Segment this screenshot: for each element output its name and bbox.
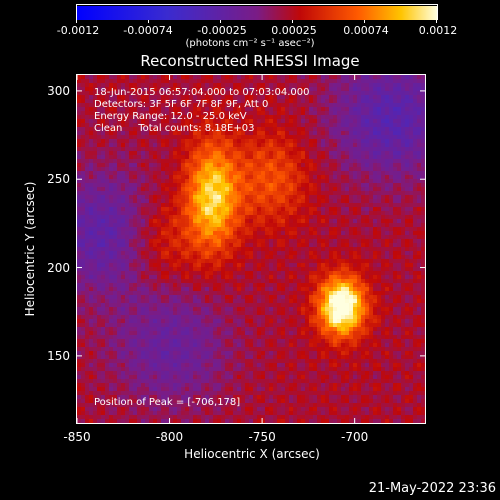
- x-tick-label: -800: [155, 430, 184, 444]
- y-axis-label: Heliocentric Y (arcsec): [23, 181, 37, 317]
- x-tick-label: -700: [341, 430, 369, 444]
- x-axis-label: Heliocentric X (arcsec): [184, 447, 320, 461]
- colorbar-tick: -0.00074: [123, 24, 173, 37]
- plot-area: 18-Jun-2015 06:57:04.000 to 07:03:04.000…: [76, 74, 426, 424]
- timestamp: 21-May-2022 23:36: [368, 481, 496, 496]
- colorbar-tick: 0.0012: [418, 24, 458, 37]
- colorbar: [76, 4, 438, 20]
- y-tick-label: 250: [47, 172, 70, 187]
- x-tick-label: -850: [63, 430, 91, 444]
- annotation-clean: Clean Total counts: 8.18E+03: [94, 123, 255, 134]
- annotation-peak: Position of Peak = [-706,178]: [94, 397, 241, 408]
- colorbar-tick: -0.00025: [197, 24, 247, 37]
- heatmap: [77, 75, 425, 423]
- y-tick-label: 200: [47, 260, 70, 275]
- y-tick-label: 300: [47, 83, 70, 98]
- colorbar-tick: 0.00074: [343, 24, 389, 37]
- annotation-energy: Energy Range: 12.0 - 25.0 keV: [94, 111, 247, 122]
- y-tick-label: 150: [47, 348, 70, 363]
- colorbar-tick: -0.0012: [56, 24, 100, 37]
- colorbar-units: (photons cm⁻² s⁻¹ asec⁻²): [185, 38, 315, 49]
- x-tick-label: -750: [248, 430, 276, 444]
- colorbar-gradient: [77, 6, 437, 20]
- colorbar-tick: 0.00025: [271, 24, 317, 37]
- annotation-detectors: Detectors: 3F 5F 6F 7F 8F 9F, Att 0: [94, 99, 269, 110]
- chart-title: Reconstructed RHESSI Image: [140, 52, 360, 70]
- annotation-time: 18-Jun-2015 06:57:04.000 to 07:03:04.000: [94, 87, 310, 98]
